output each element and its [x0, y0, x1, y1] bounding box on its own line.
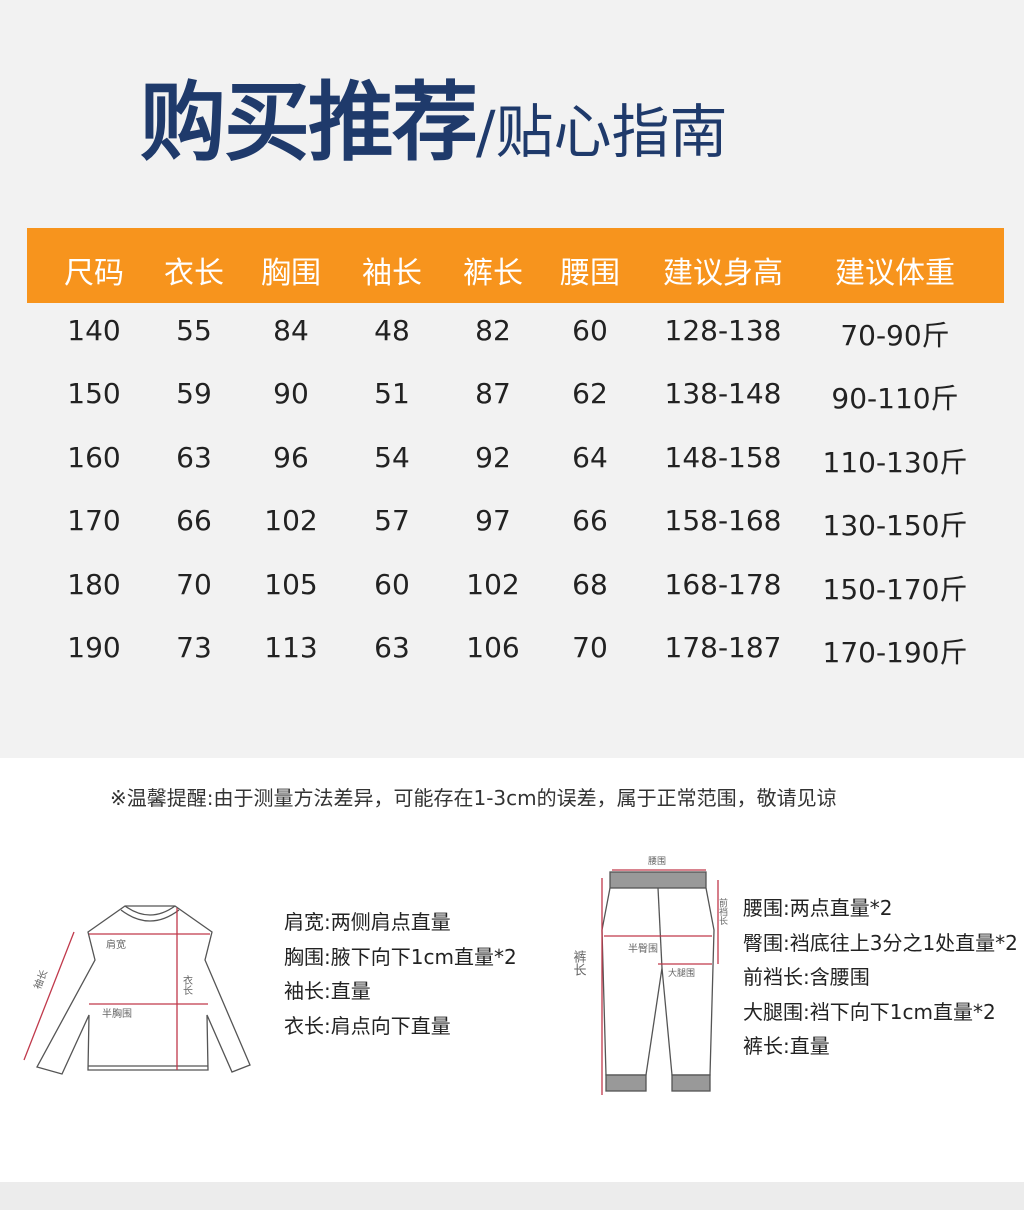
table-cell: 92	[475, 441, 511, 474]
table-cell: 68	[572, 568, 608, 601]
table-cell: 55	[176, 314, 212, 347]
column-header: 袖长	[362, 256, 422, 291]
table-cell: 70	[176, 568, 212, 601]
instruction-line: 肩宽:两侧肩点直量	[284, 910, 451, 934]
table-cell: 97	[475, 504, 511, 537]
table-cell: 63	[374, 631, 410, 664]
table-cell: 150-170斤	[822, 573, 968, 606]
label-rise: 前裆长	[717, 897, 728, 926]
table-cell: 84	[273, 314, 309, 347]
table-cell: 59	[176, 377, 212, 410]
table-cell: 63	[176, 441, 212, 474]
measurement-note: ※温馨提醒:由于测量方法差异，可能存在1-3cm的误差，属于正常范围，敬请见谅	[110, 786, 837, 810]
table-row: 150 59 90 51 87 62 138-148 90-110斤	[0, 377, 1024, 417]
table-cell: 64	[572, 441, 608, 474]
table-row: 190 73 113 63 106 70 178-187 170-190斤	[0, 631, 1024, 671]
table-cell: 102	[466, 568, 520, 601]
table-row: 160 63 96 54 92 64 148-158 110-130斤	[0, 441, 1024, 481]
table-cell: 90-110斤	[831, 382, 959, 415]
instruction-line: 前裆长:含腰围	[743, 965, 870, 989]
table-cell: 102	[264, 504, 318, 537]
pants-diagram: 腰围 半臀围 大腿围 裤长 前裆长	[571, 856, 728, 1095]
label-half-chest: 半胸围	[102, 1007, 132, 1020]
title-sub: /贴心指南	[476, 98, 728, 166]
instruction-line: 衣长:肩点向下直量	[284, 1013, 451, 1038]
table-row: 170 66 102 57 97 66 158-168 130-150斤	[0, 504, 1024, 544]
column-header: 裤长	[463, 256, 523, 291]
title-main: 购买推荐	[140, 73, 478, 173]
instruction-line: 裤长:直量	[743, 1034, 830, 1058]
table-cell: 106	[466, 631, 520, 664]
table-cell: 113	[264, 631, 318, 664]
table-cell: 66	[572, 504, 608, 537]
table-cell: 148-158	[664, 441, 782, 474]
table-cell: 51	[374, 377, 410, 410]
table-cell: 66	[176, 504, 212, 537]
table-cell: 70	[572, 631, 608, 664]
table-cell: 87	[475, 377, 511, 410]
instruction-line: 大腿围:裆下向下1cm直量*2	[743, 999, 996, 1024]
table-cell: 73	[176, 631, 212, 664]
size-table-header: 尺码 衣长 胸围 袖长 裤长 腰围 建议身高 建议体重	[27, 228, 1004, 303]
label-length: 裤长	[571, 950, 587, 976]
instruction-line: 袖长:直量	[284, 979, 371, 1003]
pants-instructions: 腰围:两点直量*2 臀围:裆底往上3分之1处直量*2 前裆长:含腰围大腿围:裆下向下…	[743, 891, 1018, 1064]
table-cell: 105	[264, 568, 318, 601]
column-header: 建议体重	[835, 256, 955, 291]
table-cell: 48	[374, 314, 410, 347]
instruction-line: 腰围:两点直量*2	[743, 896, 893, 920]
table-cell: 60	[572, 314, 608, 347]
label-length: 衣长	[181, 974, 193, 995]
table-cell: 54	[374, 441, 410, 474]
table-cell: 138-148	[664, 377, 782, 410]
label-half-hip: 半臀围	[628, 942, 658, 955]
column-header: 腰围	[560, 256, 620, 291]
table-row: 180 70 105 60 102 68 168-178 150-170斤	[0, 568, 1024, 608]
page-title: 购买推荐/贴心指南	[140, 52, 728, 177]
table-cell: 96	[273, 441, 309, 474]
column-header: 胸围	[261, 256, 321, 291]
table-cell: 158-168	[664, 504, 782, 537]
column-header: 衣长	[164, 256, 224, 291]
table-cell: 110-130斤	[822, 446, 968, 479]
table-cell: 62	[572, 377, 608, 410]
table-cell: 128-138	[664, 314, 782, 347]
instruction-line: 臀围:裆底往上3分之1处直量*2	[743, 930, 1018, 955]
table-cell: 160	[67, 441, 121, 474]
top-section	[0, 0, 1024, 758]
table-cell: 178-187	[664, 631, 782, 664]
table-cell: 180	[67, 568, 121, 601]
label-shoulder: 肩宽	[106, 938, 126, 951]
label-sleeve: 袖长	[31, 968, 51, 991]
table-cell: 90	[273, 377, 309, 410]
table-cell: 130-150斤	[822, 509, 968, 542]
table-cell: 57	[374, 504, 410, 537]
instruction-line: 胸围:腋下向下1cm直量*2	[284, 944, 517, 969]
table-cell: 170	[67, 504, 121, 537]
table-cell: 150	[67, 377, 121, 410]
label-waist: 腰围	[648, 856, 666, 867]
table-cell: 70-90斤	[840, 319, 950, 352]
table-cell: 60	[374, 568, 410, 601]
table-cell: 82	[475, 314, 511, 347]
table-cell: 190	[67, 631, 121, 664]
label-thigh: 大腿围	[668, 967, 695, 979]
shirt-instructions: 肩宽:两侧肩点直量胸围:腋下向下1cm直量*2 袖长:直量衣长:肩点向下直量	[284, 905, 517, 1043]
column-header: 尺码	[64, 256, 124, 291]
column-header: 建议身高	[663, 256, 783, 291]
shirt-diagram: 肩宽 衣长 半胸围 袖长	[23, 905, 251, 1075]
table-cell: 170-190斤	[822, 636, 968, 669]
table-row: 140 55 84 48 82 60 128-138 70-90斤	[0, 314, 1024, 354]
bottom-band	[0, 1182, 1024, 1210]
table-cell: 140	[67, 314, 121, 347]
table-cell: 168-178	[664, 568, 782, 601]
